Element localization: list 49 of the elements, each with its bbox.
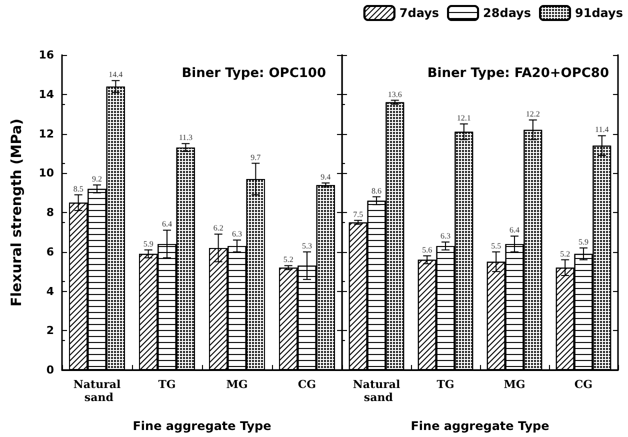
- data-label: 5.9: [143, 239, 154, 248]
- data-label: 13.6: [388, 90, 402, 99]
- data-label: 8.6: [372, 186, 382, 196]
- data-label: 11.4: [595, 125, 609, 134]
- x-tick-label: TG: [158, 378, 176, 391]
- y-tick-label: 12: [38, 127, 54, 140]
- x-tick-label: TG: [436, 378, 454, 391]
- data-label: 9.4: [320, 172, 331, 182]
- data-label: 12.1: [456, 113, 471, 122]
- data-label: 9.2: [92, 174, 102, 184]
- data-label: 5.2: [560, 249, 570, 258]
- x-tick-label: MG: [504, 378, 526, 391]
- data-label: 6.3: [232, 230, 242, 239]
- legend-label: 91days: [575, 6, 623, 20]
- data-label: 12.2: [526, 109, 540, 118]
- data-label: 14.4: [108, 70, 123, 80]
- y-tick-label: 14: [38, 88, 54, 101]
- x-tick-label: Natural sand: [73, 378, 121, 404]
- data-label: 8.5: [73, 184, 84, 194]
- data-label: 11.3: [178, 133, 193, 142]
- data-label: 5.6: [422, 245, 432, 254]
- y-tick-label: 6: [46, 245, 54, 258]
- x-tick-label: Natural sand: [352, 378, 400, 404]
- data-label: 6.2: [213, 224, 224, 233]
- x-axis-title: Fine aggregate Type: [410, 419, 550, 433]
- text: Biner Type: OPC100: [182, 66, 326, 81]
- data-label: 5.3: [302, 241, 312, 250]
- x-axis-title: Fine aggregate Type: [132, 419, 272, 433]
- data-label: 5.2: [283, 255, 294, 264]
- x-tick-label: CG: [298, 378, 316, 391]
- data-label: 5.9: [578, 237, 588, 246]
- y-tick-label: 16: [38, 48, 54, 62]
- y-tick-label: 4: [46, 284, 54, 298]
- x-tick-label: MG: [226, 378, 248, 391]
- data-label: 9.7: [250, 152, 261, 162]
- y-tick-label: 8: [46, 206, 54, 219]
- y-tick-label: 2: [46, 324, 54, 338]
- legend-label: 7days: [399, 6, 440, 20]
- x-tick-label: CG: [574, 378, 593, 391]
- data-label: 7.5: [353, 210, 364, 219]
- legend-label: 28days: [483, 6, 532, 20]
- data-label: 6.3: [440, 232, 450, 241]
- y-axis-title: Flexural strength (MPa): [9, 118, 25, 306]
- data-label: 6.4: [162, 220, 172, 229]
- y-tick-label: 10: [38, 166, 54, 180]
- data-label: 6.4: [510, 226, 520, 235]
- y-tick-label: 0: [46, 364, 54, 376]
- text: Biner Type: FA20+OPC80: [427, 66, 610, 81]
- data-label: 5.5: [491, 241, 502, 250]
